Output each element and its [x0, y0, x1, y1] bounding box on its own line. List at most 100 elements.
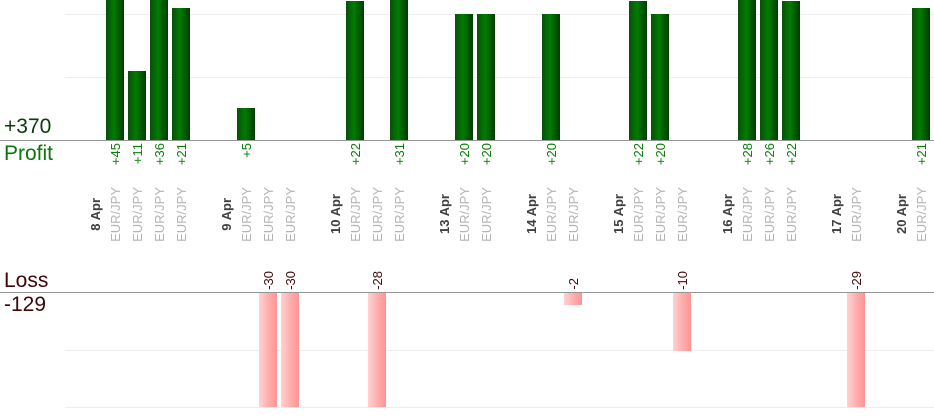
profit-value-label: +22	[782, 143, 800, 165]
pv-label: +22	[783, 143, 799, 166]
sym-label: EUR/JPY	[783, 186, 799, 242]
profit-axis-title: Profit	[4, 142, 54, 165]
date-label: 10 Apr	[324, 183, 346, 245]
sym-label: EUR/JPY	[543, 186, 559, 242]
sym-label: EUR/JPY	[282, 186, 298, 242]
profit-value-label: +5	[237, 143, 255, 158]
sym-label: EUR/JPY	[674, 186, 690, 242]
sym-label: EUR/JPY	[913, 186, 929, 242]
symbol-label: EUR/JPY	[104, 183, 126, 245]
loss-axis-line	[0, 292, 934, 293]
profit-bar	[738, 0, 756, 140]
profit-bar	[477, 14, 495, 140]
profit-gridline-20	[65, 14, 934, 15]
loss-bar	[281, 293, 299, 407]
symbol-label: EUR/JPY	[235, 183, 257, 245]
loss-bar	[673, 293, 691, 351]
symbol-label: EUR/JPY	[453, 183, 475, 245]
symbol-label: EUR/JPY	[475, 183, 497, 245]
date-label: 9 Apr	[218, 197, 234, 231]
pv-label: +21	[913, 143, 929, 166]
pv-label: +45	[107, 143, 123, 166]
pv-label: +26	[761, 143, 777, 166]
lv-label: -29	[848, 271, 864, 290]
date-label: 14 Apr	[523, 194, 539, 234]
date-label: 8 Apr	[87, 197, 103, 231]
profit-bar	[782, 1, 800, 140]
profit-value-label: +20	[651, 143, 669, 165]
symbol-label: EUR/JPY	[671, 183, 693, 245]
sym-label: EUR/JPY	[129, 186, 145, 242]
profit-bar	[760, 0, 778, 140]
pv-label: +5	[238, 143, 254, 158]
loss-value-label: -30	[281, 271, 299, 290]
symbol-label: EUR/JPY	[758, 183, 780, 245]
symbol-label: EUR/JPY	[344, 183, 366, 245]
sym-label: EUR/JPY	[369, 186, 385, 242]
profit-bar	[651, 14, 669, 140]
date-label: 17 Apr	[828, 194, 844, 234]
profit-bar	[128, 71, 146, 140]
profit-value-label: +20	[455, 143, 473, 165]
date-label: 16 Apr	[719, 194, 735, 234]
pv-label: +31	[391, 143, 407, 166]
lv-label: -30	[282, 271, 298, 290]
date-label: 15 Apr	[607, 183, 629, 245]
profit-value-label: +22	[629, 143, 647, 165]
profit-value-label: +21	[912, 143, 930, 165]
profit-value-label: +36	[150, 143, 168, 165]
pv-label: +36	[151, 143, 167, 166]
symbol-label: EUR/JPY	[366, 183, 388, 245]
profit-value-label: +31	[390, 143, 408, 165]
loss-axis-title: Loss	[4, 269, 49, 292]
symbol-label: EUR/JPY	[627, 183, 649, 245]
lv-label: -10	[674, 271, 690, 290]
symbol-label: EUR/JPY	[148, 183, 170, 245]
profit-chart-area	[0, 0, 934, 140]
date-label: 9 Apr	[215, 183, 237, 245]
lv-label: -2	[565, 278, 581, 290]
profit-bar	[346, 1, 364, 140]
profit-value-label: +21	[172, 143, 190, 165]
symbol-label: EUR/JPY	[279, 183, 301, 245]
sym-label: EUR/JPY	[173, 186, 189, 242]
date-label: 20 Apr	[893, 194, 909, 234]
profit-bar	[106, 0, 124, 140]
profit-value-label: +20	[542, 143, 560, 165]
profit-value-label: +11	[128, 143, 146, 164]
symbol-label: EUR/JPY	[780, 183, 802, 245]
pv-label: +21	[173, 143, 189, 166]
date-label: 16 Apr	[716, 183, 738, 245]
sym-label: EUR/JPY	[848, 186, 864, 242]
profit-value-label: +28	[738, 143, 756, 165]
symbol-label: EUR/JPY	[257, 183, 279, 245]
loss-value-label: -2	[564, 278, 582, 290]
loss-gridline-10	[65, 350, 934, 351]
profit-value-label: +45	[106, 143, 124, 165]
profit-value-label: +20	[477, 143, 495, 165]
pv-label: +20	[456, 143, 472, 166]
profit-bar	[455, 14, 473, 140]
date-label: 10 Apr	[327, 194, 343, 234]
symbol-label: EUR/JPY	[736, 183, 758, 245]
sym-label: EUR/JPY	[739, 186, 755, 242]
pv-label: +20	[478, 143, 494, 166]
loss-bar	[368, 293, 386, 407]
sym-label: EUR/JPY	[107, 186, 123, 242]
symbol-label: EUR/JPY	[910, 183, 932, 245]
loss-bar	[564, 293, 582, 305]
profit-value-label: +22	[346, 143, 364, 165]
loss-value-label: -28	[368, 271, 386, 290]
profit-bar	[912, 8, 930, 140]
sym-label: EUR/JPY	[391, 186, 407, 242]
pv-label: +20	[543, 143, 559, 166]
symbol-label: EUR/JPY	[845, 183, 867, 245]
sym-label: EUR/JPY	[347, 186, 363, 242]
sym-label: EUR/JPY	[630, 186, 646, 242]
profit-gridline-10	[65, 77, 934, 78]
sym-label: EUR/JPY	[151, 186, 167, 242]
lv-label: -28	[369, 271, 385, 290]
profit-bar	[542, 14, 560, 140]
symbol-label: EUR/JPY	[562, 183, 584, 245]
loss-total: -129	[4, 293, 47, 316]
